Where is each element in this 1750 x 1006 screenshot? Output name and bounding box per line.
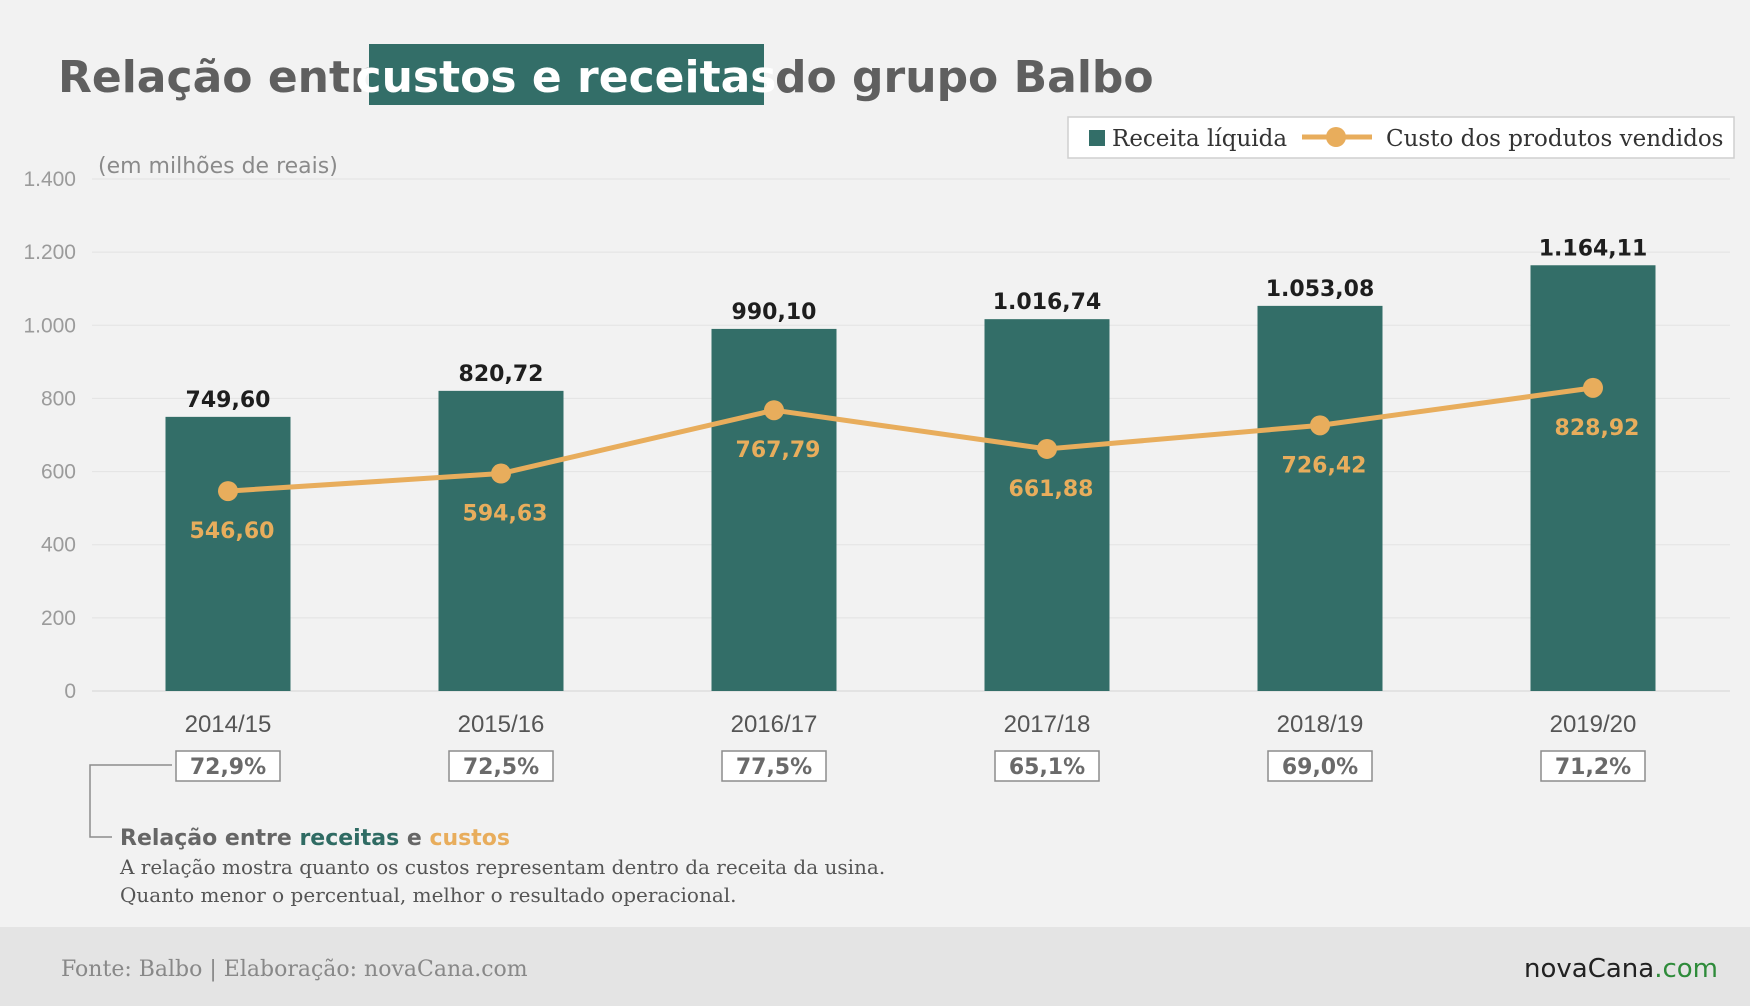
x-tick-label: 2018/19 — [1277, 711, 1364, 738]
ratio-value: 71,2% — [1555, 755, 1631, 780]
legend: Receita líquida Custo dos produtos vendi… — [1067, 116, 1735, 159]
title-highlight-box — [369, 44, 764, 105]
y-tick-label: 0 — [64, 680, 76, 703]
x-tick-label: 2017/18 — [1004, 711, 1091, 738]
line-value-label: 828,92 — [1555, 416, 1640, 441]
note-title-custos: custos — [429, 826, 510, 851]
ratio-value: 69,0% — [1282, 755, 1358, 780]
bar-value-label: 1.053,08 — [1266, 277, 1375, 302]
cost-point — [491, 463, 511, 484]
y-tick-label: 1.400 — [23, 168, 76, 191]
title-before: Relação entre — [58, 52, 402, 103]
y-tick-label: 800 — [41, 387, 76, 410]
title-after: do grupo Balbo — [775, 52, 1154, 103]
bar-value-label: 820,72 — [459, 362, 544, 387]
x-tick-label: 2019/20 — [1550, 711, 1637, 738]
line-value-label: 767,79 — [736, 438, 821, 463]
x-axis-ticks: 2014/15 2015/16 2016/17 2017/18 2018/19 2019/… — [185, 711, 1637, 738]
bar — [711, 328, 837, 691]
cost-point — [218, 481, 238, 502]
legend-line-label: Custo dos produtos vendidos — [1386, 126, 1723, 152]
bar — [165, 416, 291, 691]
bars — [165, 265, 1656, 691]
ratio-value: 77,5% — [736, 755, 812, 780]
brand-logo: novaCana.com — [1524, 954, 1718, 984]
y-axis-ticks: 0 200 400 600 800 1.000 1.200 1.400 — [23, 168, 76, 703]
line-value-label: 726,42 — [1282, 453, 1367, 478]
x-tick-label: 2016/17 — [731, 711, 818, 738]
note-line-1: A relação mostra quanto os custos repres… — [119, 855, 885, 879]
bar-value-label: 1.164,11 — [1539, 236, 1648, 261]
chart-title: Relação entre custos e receitas do grupo… — [58, 44, 1154, 105]
unit-label: (em milhões de reais) — [98, 154, 338, 179]
note-bracket — [89, 764, 172, 838]
ratio-value: 72,5% — [463, 755, 539, 780]
note-title-receitas: receitas — [299, 826, 399, 851]
ratio-box — [175, 750, 281, 782]
ratio-note: Relação entre receitas e custos A relaçã… — [119, 826, 885, 907]
cost-line-path — [227, 385, 1594, 494]
line-value-label: 661,88 — [1009, 477, 1094, 502]
footer: Fonte: Balbo | Elaboração: novaCana.com … — [0, 927, 1750, 1006]
note-title-mid: e — [407, 826, 422, 851]
y-tick-label: 1.200 — [23, 241, 76, 264]
ratio-boxes: 72,9% 72,5% 77,5% 65,1% 69,0% 71,2% — [175, 750, 1646, 782]
bar — [984, 319, 1110, 691]
y-tick-label: 1.000 — [23, 314, 76, 337]
y-tick-label: 400 — [41, 534, 76, 557]
ratio-box — [1267, 750, 1373, 782]
bar-value-label: 990,10 — [732, 300, 817, 325]
title-highlight: custos e receitas — [356, 52, 777, 103]
line-value-label: 594,63 — [463, 502, 548, 527]
ratio-value: 72,9% — [190, 755, 266, 780]
bar — [438, 390, 564, 691]
bar-value-label: 749,60 — [186, 388, 271, 413]
bar-value-labels: 749,60 820,72 990,10 1.016,74 1.053,08 1.164,… — [186, 236, 1648, 413]
footer-source: Fonte: Balbo | Elaboração: novaCana.com — [61, 957, 528, 982]
cost-point — [1310, 415, 1330, 436]
note-title-part1: Relação entre — [120, 826, 292, 851]
ratio-box — [1540, 750, 1646, 782]
cost-line — [218, 377, 1603, 502]
bar — [1530, 265, 1656, 691]
line-value-label: 546,60 — [190, 519, 275, 544]
ratio-box — [994, 750, 1100, 782]
gridlines — [92, 178, 1730, 692]
brand-suffix: .com — [1654, 954, 1718, 984]
ratio-box — [721, 750, 827, 782]
bar — [1257, 305, 1383, 691]
brand-main: novaCana — [1524, 954, 1654, 984]
x-tick-label: 2015/16 — [458, 711, 545, 738]
legend-line-marker — [1326, 127, 1346, 147]
line-value-labels: 546,60 594,63 767,79 661,88 726,42 828,92 — [190, 416, 1640, 544]
legend-box — [1067, 116, 1735, 159]
x-tick-label: 2014/15 — [185, 711, 272, 738]
cost-point — [1037, 438, 1057, 459]
note-line-2: Quanto menor o percentual, melhor o resu… — [120, 883, 737, 907]
ratio-value: 65,1% — [1009, 755, 1085, 780]
legend-bar-swatch — [1089, 130, 1105, 146]
cost-point — [1583, 377, 1603, 398]
y-tick-label: 600 — [41, 461, 76, 484]
note-title: Relação entre receitas e custos — [120, 826, 510, 851]
footer-band — [0, 927, 1750, 1006]
y-tick-label: 200 — [41, 607, 76, 630]
ratio-box — [448, 750, 554, 782]
legend-bar-label: Receita líquida — [1112, 126, 1287, 152]
cost-point — [764, 400, 784, 421]
bar-value-label: 1.016,74 — [993, 290, 1102, 315]
